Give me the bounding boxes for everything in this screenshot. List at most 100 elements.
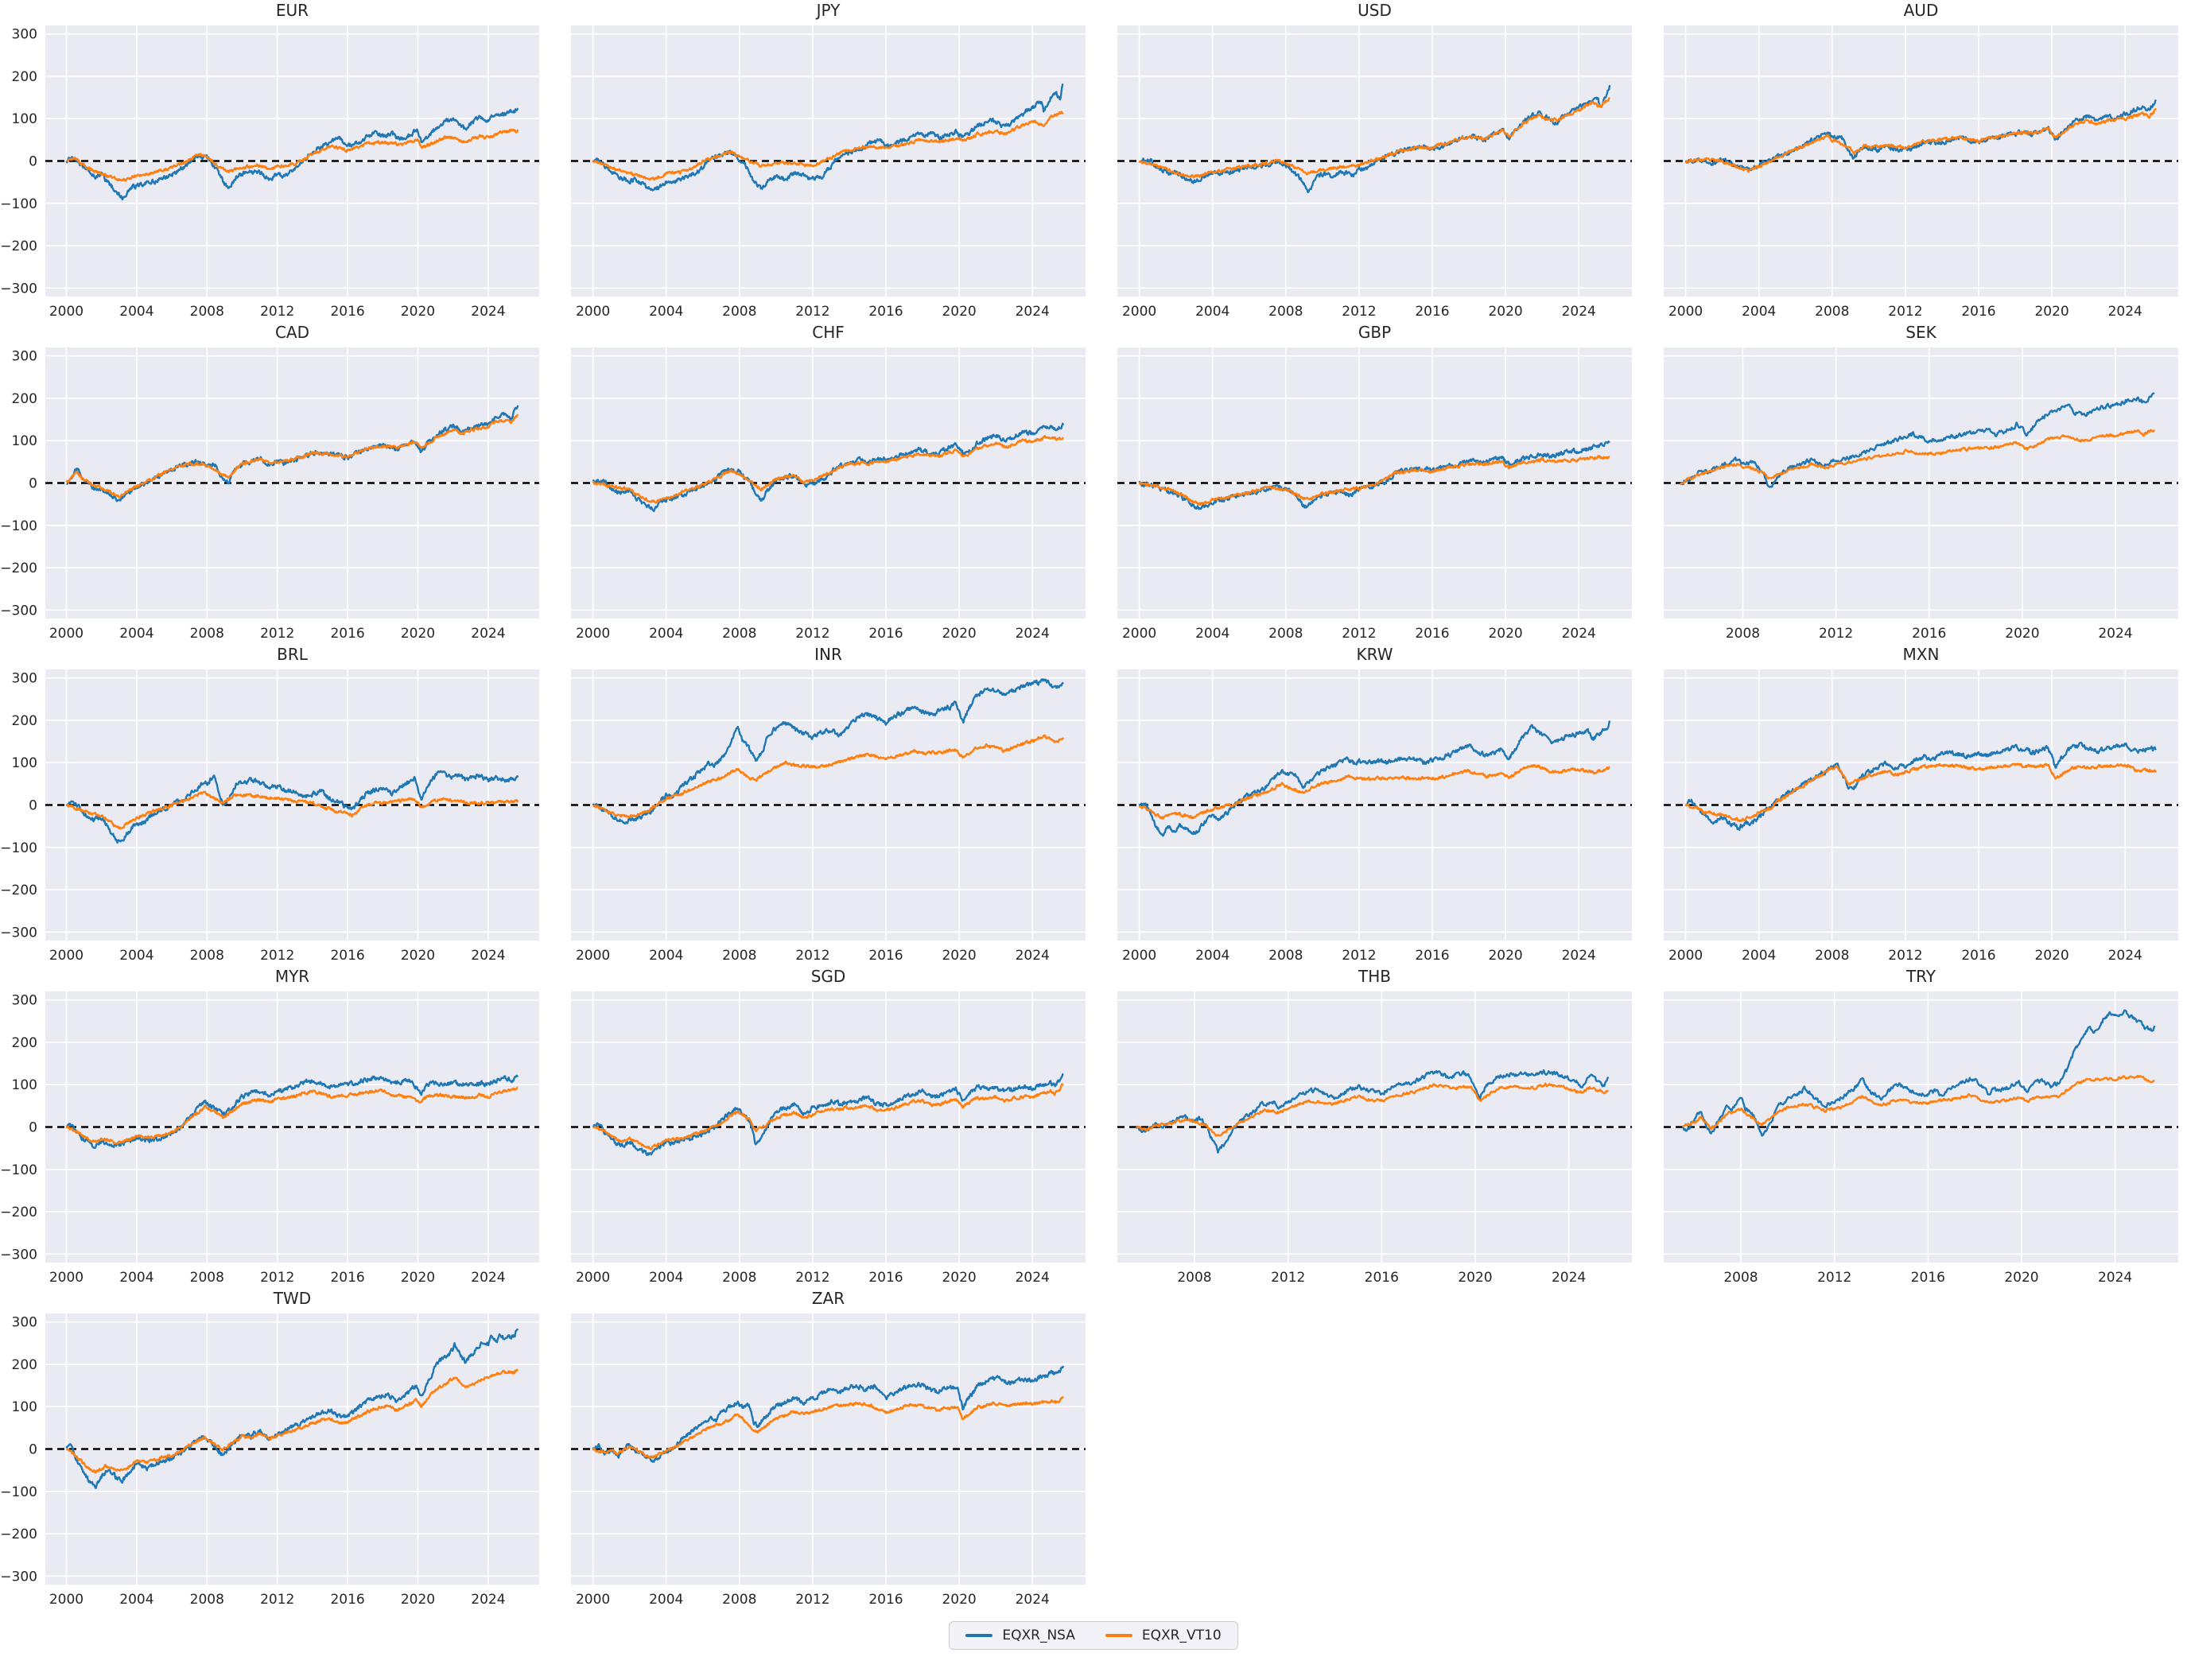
chart-canvas: 2000 2004 2008 2012 2016 2020 2024 xyxy=(1117,347,1632,642)
svg-text:2024: 2024 xyxy=(471,304,505,320)
chart-panel-thb: THB 2008 2012 2016 2020 2024 xyxy=(1093,966,1639,1288)
svg-text:2016: 2016 xyxy=(868,626,903,642)
svg-text:100: 100 xyxy=(12,1077,37,1093)
svg-text:2008: 2008 xyxy=(1815,304,1849,320)
eqxr-vt10-line xyxy=(1684,762,2158,823)
svg-text:2008: 2008 xyxy=(722,626,756,642)
chart-title: THB xyxy=(1358,967,1391,986)
chart-title: JPY xyxy=(816,1,841,20)
svg-text:2024: 2024 xyxy=(1562,304,1596,320)
chart-title: TWD xyxy=(273,1289,312,1308)
svg-text:2020: 2020 xyxy=(942,1592,976,1608)
x-axis-tick-labels: 2000 2004 2008 2012 2016 2020 2024 xyxy=(576,304,1050,320)
eqxr-nsa-line xyxy=(65,770,519,844)
eqxr-vt10-line xyxy=(592,1395,1064,1459)
svg-text:−300: −300 xyxy=(0,603,37,619)
chart-title: MXN xyxy=(1902,645,1940,664)
x-axis-tick-labels: 2000 2004 2008 2012 2016 2020 2024 xyxy=(576,948,1050,964)
legend-label-eqxr-nsa: EQXR_NSA xyxy=(1002,1628,1075,1643)
svg-text:2020: 2020 xyxy=(2004,1270,2038,1286)
svg-text:2016: 2016 xyxy=(1961,304,1995,320)
svg-text:2016: 2016 xyxy=(1961,948,1995,964)
svg-text:2012: 2012 xyxy=(795,1592,829,1608)
svg-text:−200: −200 xyxy=(0,561,37,576)
svg-text:0: 0 xyxy=(29,154,37,170)
gridlines xyxy=(45,1313,539,1585)
eqxr-vt10-line xyxy=(1136,1082,1609,1137)
x-axis-tick-labels: 2000 2004 2008 2012 2016 2020 2024 xyxy=(49,948,506,964)
eqxr-vt10-line xyxy=(1681,1074,2155,1131)
svg-text:−200: −200 xyxy=(0,239,37,254)
y-axis-tick-labels: 300 200 100 0 −100 −200 −300 xyxy=(0,349,37,619)
svg-text:0: 0 xyxy=(29,798,37,814)
svg-text:2016: 2016 xyxy=(868,1270,903,1286)
gridlines xyxy=(1117,669,1632,941)
svg-text:2020: 2020 xyxy=(2034,304,2069,320)
svg-text:0: 0 xyxy=(29,476,37,492)
charts-grid: EUR 2000 2004 2008 2012 2016 2020 2024 300 200 100… xyxy=(0,0,2185,1608)
chart-panel-aud: AUD 2000 2004 2008 2012 2016 2020 2024 xyxy=(1639,0,2185,322)
svg-text:2012: 2012 xyxy=(795,948,829,964)
svg-text:0: 0 xyxy=(29,1120,37,1136)
eqxr-nsa-line xyxy=(1139,84,1611,193)
svg-text:2016: 2016 xyxy=(1912,626,1946,642)
eqxr-nsa-line xyxy=(1135,1069,1610,1154)
chart-panel-cad: CAD 2000 2004 2008 2012 2016 2020 2024 300 200 100… xyxy=(0,322,546,644)
svg-text:2008: 2008 xyxy=(190,626,224,642)
svg-text:−200: −200 xyxy=(0,1205,37,1220)
svg-text:2012: 2012 xyxy=(1342,626,1376,642)
chart-title: KRW xyxy=(1356,645,1393,664)
chart-title: CAD xyxy=(274,323,310,342)
svg-text:2024: 2024 xyxy=(2098,626,2132,642)
svg-text:2000: 2000 xyxy=(49,948,84,964)
svg-text:2012: 2012 xyxy=(260,304,294,320)
chart-canvas: 2000 2004 2008 2012 2016 2020 2024 300 200 100 0 −1… xyxy=(0,25,539,320)
svg-text:2016: 2016 xyxy=(1911,1270,1945,1286)
legend: EQXR_NSA EQXR_VT10 xyxy=(949,1621,1238,1650)
eqxr-vt10-line xyxy=(65,413,519,499)
x-axis-tick-labels: 2008 2012 2016 2020 2024 xyxy=(1177,1270,1586,1286)
svg-text:2024: 2024 xyxy=(471,1592,505,1608)
legend-item-eqxr-vt10: EQXR_VT10 xyxy=(1105,1628,1222,1643)
svg-text:2008: 2008 xyxy=(190,1270,224,1286)
svg-text:2012: 2012 xyxy=(795,626,829,642)
svg-text:2008: 2008 xyxy=(190,1592,224,1608)
svg-text:−100: −100 xyxy=(0,1162,37,1178)
svg-text:2004: 2004 xyxy=(1742,948,1776,964)
chart-canvas: 2000 2004 2008 2012 2016 2020 2024 300 200 100 0 −1… xyxy=(0,347,539,642)
eqxr-vt10-line xyxy=(1138,97,1610,179)
svg-text:−100: −100 xyxy=(0,840,37,856)
svg-text:2012: 2012 xyxy=(1342,304,1376,320)
x-axis-tick-labels: 2000 2004 2008 2012 2016 2020 2024 xyxy=(49,1270,506,1286)
svg-text:2024: 2024 xyxy=(1016,1592,1050,1608)
svg-text:2004: 2004 xyxy=(119,304,153,320)
chart-title: SGD xyxy=(810,967,846,986)
chart-title: ZAR xyxy=(811,1289,845,1308)
svg-text:2000: 2000 xyxy=(576,1592,610,1608)
svg-text:2000: 2000 xyxy=(49,304,84,320)
legend-label-eqxr-vt10: EQXR_VT10 xyxy=(1141,1628,1222,1643)
svg-text:2012: 2012 xyxy=(260,626,294,642)
svg-text:2020: 2020 xyxy=(401,948,435,964)
svg-text:2024: 2024 xyxy=(1562,626,1596,642)
svg-text:2004: 2004 xyxy=(649,1270,683,1286)
chart-canvas: 2008 2012 2016 2020 2024 xyxy=(1664,347,2178,642)
svg-text:2012: 2012 xyxy=(1819,626,1853,642)
svg-text:2012: 2012 xyxy=(260,1592,294,1608)
svg-text:2020: 2020 xyxy=(1488,948,1522,964)
svg-text:2016: 2016 xyxy=(868,1592,903,1608)
gridlines xyxy=(45,991,539,1263)
svg-text:−100: −100 xyxy=(0,196,37,212)
gridlines xyxy=(571,991,1086,1263)
svg-text:2000: 2000 xyxy=(576,304,610,320)
chart-canvas: 2000 2004 2008 2012 2016 2020 2024 xyxy=(1117,669,1632,964)
svg-text:2020: 2020 xyxy=(401,304,435,320)
svg-text:2024: 2024 xyxy=(471,626,505,642)
svg-text:2012: 2012 xyxy=(260,948,294,964)
legend-item-eqxr-nsa: EQXR_NSA xyxy=(965,1628,1075,1643)
x-axis-tick-labels: 2000 2004 2008 2012 2016 2020 2024 xyxy=(49,1592,506,1608)
svg-text:2004: 2004 xyxy=(119,948,153,964)
svg-text:−300: −300 xyxy=(0,1569,37,1585)
chart-title: AUD xyxy=(1903,1,1939,20)
